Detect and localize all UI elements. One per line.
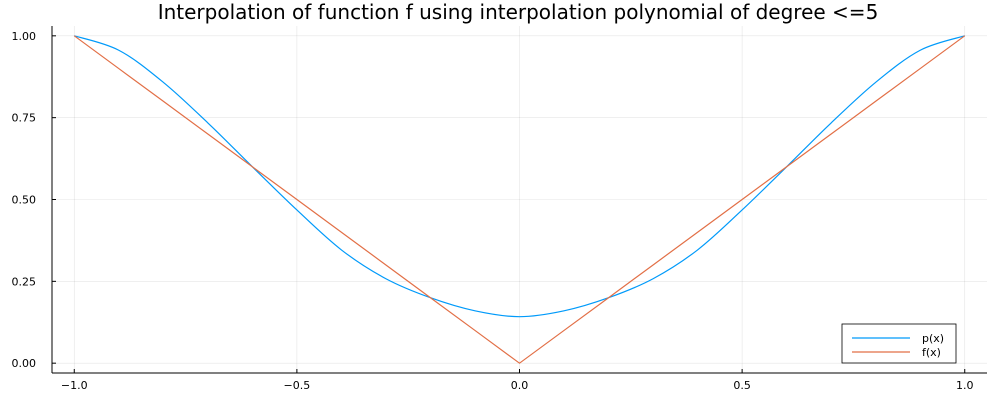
x-tick-label: −0.5 bbox=[284, 379, 311, 392]
y-tick-label: 0.00 bbox=[12, 357, 37, 370]
legend: p(x) f(x) bbox=[841, 323, 957, 364]
legend-box bbox=[841, 323, 957, 364]
legend-label-f: f(x) bbox=[922, 346, 941, 359]
grid bbox=[52, 26, 987, 373]
chart-title: Interpolation of function f using interp… bbox=[158, 0, 879, 24]
x-tick-label: −1.0 bbox=[61, 379, 88, 392]
y-tick-label: 0.25 bbox=[12, 275, 37, 288]
x-tick-label: 0.5 bbox=[733, 379, 751, 392]
y-tick-label: 1.00 bbox=[12, 30, 37, 43]
x-tick-label: 0.0 bbox=[511, 379, 529, 392]
series-line-f bbox=[73, 35, 966, 364]
legend-label-p: p(x) bbox=[922, 332, 944, 345]
y-tick-label: 0.75 bbox=[12, 112, 37, 125]
tick-labels: −1.0 −0.5 0.0 0.5 1.0 0.00 0.25 0.50 0.75 1.00 bbox=[12, 30, 974, 392]
series-lines bbox=[73, 35, 966, 364]
x-tick-label: 1.0 bbox=[956, 379, 974, 392]
y-tick-label: 0.50 bbox=[12, 194, 37, 207]
axes bbox=[51, 26, 987, 374]
series-line-p bbox=[74, 35, 965, 318]
